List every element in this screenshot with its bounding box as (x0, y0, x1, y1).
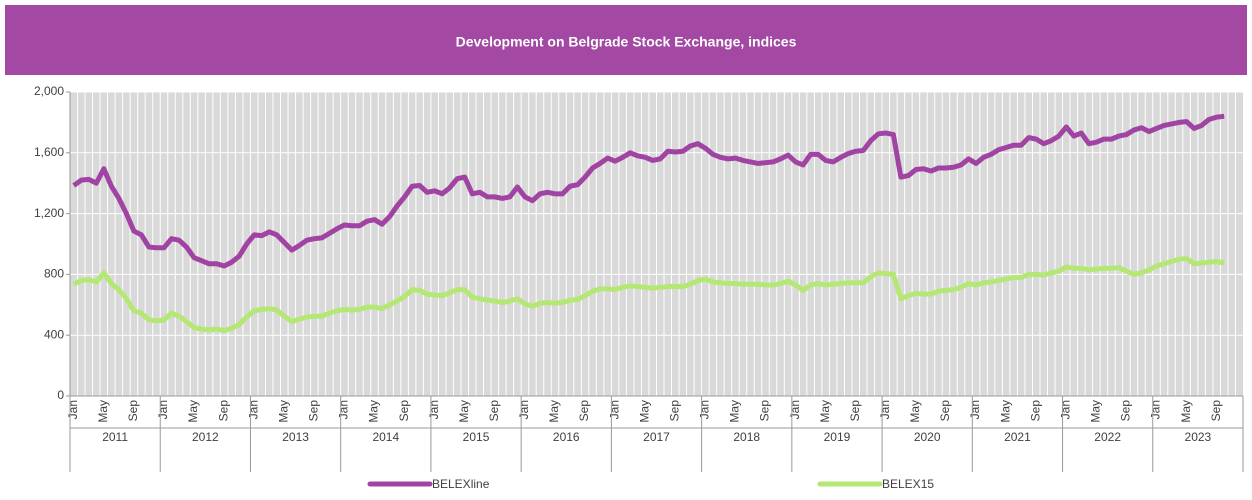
x-tick-label: May (276, 400, 290, 423)
x-tick-label: Jan (968, 400, 982, 419)
x-tick-label: Jan (517, 400, 531, 419)
x-tick-label: Sep (848, 400, 862, 422)
x-tick-label: Jan (427, 400, 441, 419)
x-tick-label: Sep (126, 400, 140, 422)
y-tick-label: 800 (44, 267, 64, 281)
year-label: 2011 (102, 430, 128, 444)
x-tick-label: May (637, 400, 651, 423)
x-tick-label: May (908, 400, 922, 423)
y-tick-label: 1,200 (34, 206, 64, 220)
x-tick-label: Sep (1119, 400, 1133, 422)
title-banner (5, 5, 1247, 75)
y-tick-label: 0 (57, 388, 64, 402)
year-label: 2018 (733, 430, 760, 444)
x-tick-label: Jan (698, 400, 712, 419)
x-tick-label: Sep (487, 400, 501, 422)
x-tick-label: Jan (1058, 400, 1072, 419)
x-tick-label: May (998, 400, 1012, 423)
x-tick-label: Sep (397, 400, 411, 422)
x-tick-label: Jan (156, 400, 170, 419)
legend-label: BELEX15 (882, 477, 934, 491)
x-tick-label: Sep (667, 400, 681, 422)
x-tick-label: Jan (607, 400, 621, 419)
year-label: 2013 (282, 430, 309, 444)
x-tick-label: Sep (758, 400, 772, 422)
x-tick-label: Sep (577, 400, 591, 422)
x-tick-label: Jan (337, 400, 351, 419)
year-label: 2015 (463, 430, 490, 444)
year-label: 2020 (914, 430, 941, 444)
x-tick-label: May (1089, 400, 1103, 423)
y-tick-label: 400 (44, 327, 64, 341)
x-tick-label: Jan (1149, 400, 1163, 419)
x-tick-label: Sep (216, 400, 230, 422)
year-label: 2012 (192, 430, 219, 444)
x-tick-label: Jan (66, 400, 80, 419)
x-tick-label: May (818, 400, 832, 423)
chart-title: Development on Belgrade Stock Exchange, … (456, 34, 797, 50)
x-tick-label: Jan (878, 400, 892, 419)
legend-label: BELEXline (432, 477, 490, 491)
x-tick-label: Sep (1028, 400, 1042, 422)
y-tick-label: 1,600 (34, 145, 64, 159)
year-label: 2022 (1094, 430, 1121, 444)
x-tick-label: May (96, 400, 110, 423)
x-tick-label: May (1179, 400, 1193, 423)
x-tick-label: Sep (307, 400, 321, 422)
year-label: 2016 (553, 430, 580, 444)
x-tick-label: Sep (938, 400, 952, 422)
year-label: 2021 (1004, 430, 1031, 444)
year-label: 2019 (824, 430, 851, 444)
x-tick-label: May (547, 400, 561, 423)
x-tick-label: Sep (1209, 400, 1223, 422)
x-tick-label: Jan (246, 400, 260, 419)
x-tick-label: Jan (788, 400, 802, 419)
x-tick-label: May (186, 400, 200, 423)
year-label: 2014 (372, 430, 399, 444)
x-tick-label: May (367, 400, 381, 423)
y-tick-label: 2,000 (34, 84, 64, 98)
year-label: 2017 (643, 430, 670, 444)
x-tick-label: May (728, 400, 742, 423)
line (72, 113, 1225, 269)
year-label: 2023 (1185, 430, 1212, 444)
x-tick-label: May (457, 400, 471, 423)
line (72, 255, 1225, 334)
